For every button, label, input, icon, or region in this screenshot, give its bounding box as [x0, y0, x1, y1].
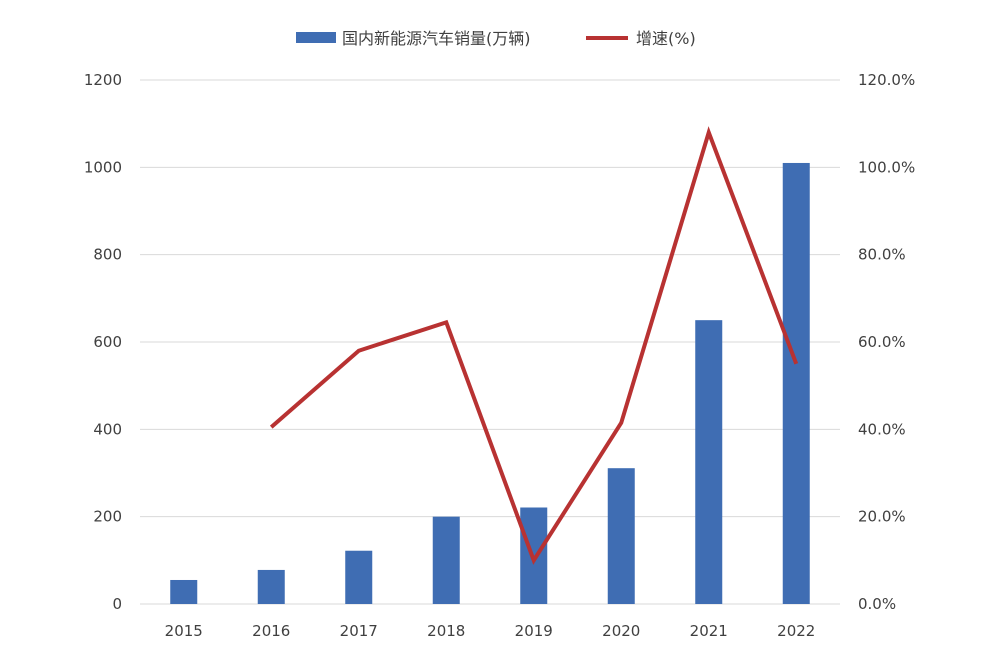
bar [432, 516, 460, 604]
right-tick-label: 0.0% [858, 595, 896, 613]
left-tick-label: 800 [93, 246, 122, 264]
x-tick-label: 2020 [602, 622, 640, 640]
left-tick-label: 400 [93, 420, 122, 438]
legend-label-sales: 国内新能源汽车销量(万辆) [342, 29, 531, 48]
bar [345, 550, 373, 604]
right-tick-label: 20.0% [858, 508, 906, 526]
x-tick-label: 2021 [690, 622, 728, 640]
x-tick-label: 2019 [515, 622, 553, 640]
x-tick-label: 2022 [777, 622, 815, 640]
bar [695, 320, 723, 604]
left-axis: 0 200 400 600 800 1000 1200 [84, 71, 122, 613]
left-tick-label: 0 [112, 595, 122, 613]
legend: 国内新能源汽车销量(万辆) 增速(%) [296, 29, 696, 48]
right-tick-label: 80.0% [858, 246, 906, 264]
x-tick-label: 2016 [252, 622, 290, 640]
gridlines [140, 79, 840, 605]
bar-series [170, 162, 810, 604]
right-tick-label: 100.0% [858, 158, 915, 176]
x-axis: 2015 2016 2017 2018 2019 2020 2021 2022 [165, 622, 816, 640]
line-series [269, 126, 799, 565]
bar [257, 569, 285, 604]
legend-swatch-sales [296, 32, 336, 43]
right-tick-label: 120.0% [858, 71, 915, 89]
bar [170, 579, 198, 604]
right-tick-label: 40.0% [858, 420, 906, 438]
left-tick-label: 200 [93, 508, 122, 526]
bar [782, 162, 810, 604]
x-tick-label: 2018 [427, 622, 465, 640]
right-tick-label: 60.0% [858, 333, 906, 351]
legend-label-growth: 增速(%) [636, 29, 696, 48]
x-tick-label: 2015 [165, 622, 203, 640]
left-tick-label: 1000 [84, 158, 122, 176]
x-tick-label: 2017 [340, 622, 378, 640]
bar [607, 468, 635, 604]
right-axis: 0.0% 20.0% 40.0% 60.0% 80.0% 100.0% 120.0% [858, 71, 915, 613]
left-tick-label: 600 [93, 333, 122, 351]
left-tick-label: 1200 [84, 71, 122, 89]
